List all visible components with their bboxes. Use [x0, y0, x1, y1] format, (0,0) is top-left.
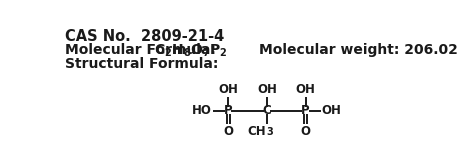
Text: OH: OH [218, 83, 238, 96]
Text: OH: OH [322, 104, 342, 117]
Text: HO: HO [192, 104, 212, 117]
Text: P: P [301, 104, 310, 117]
Text: P: P [224, 104, 232, 117]
Text: Molecular Formula:: Molecular Formula: [64, 43, 215, 57]
Text: OH: OH [257, 83, 277, 96]
Text: 3: 3 [266, 127, 273, 137]
Text: Structural Formula:: Structural Formula: [64, 57, 218, 71]
Text: $\mathbf{C_2H_8O_7P_2}$: $\mathbf{C_2H_8O_7P_2}$ [154, 43, 228, 59]
Text: C: C [263, 104, 271, 117]
Text: Molecular weight: 206.02: Molecular weight: 206.02 [259, 43, 458, 57]
Text: CAS No.  2809-21-4: CAS No. 2809-21-4 [64, 29, 224, 44]
Text: OH: OH [296, 83, 315, 96]
Text: CH: CH [247, 125, 266, 138]
Text: O: O [223, 125, 233, 138]
Text: O: O [300, 125, 311, 138]
